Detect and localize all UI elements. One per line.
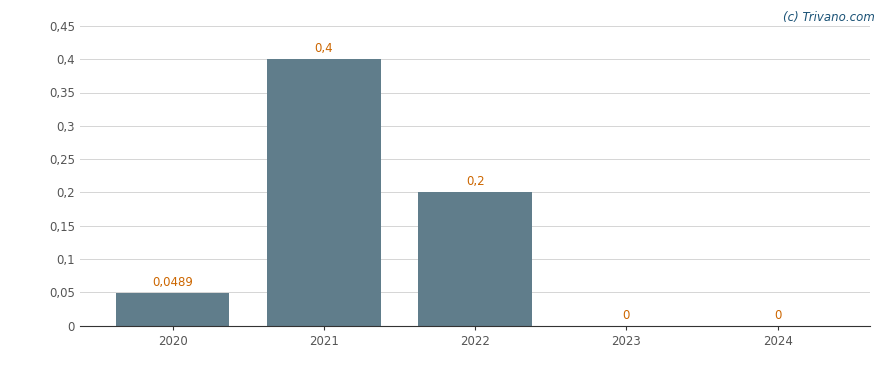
Text: 0,2: 0,2 [466, 175, 484, 188]
Text: 0,0489: 0,0489 [152, 276, 193, 289]
Bar [418, 192, 532, 326]
Text: 0: 0 [774, 309, 781, 322]
Text: 0: 0 [622, 309, 630, 322]
Text: 0,4: 0,4 [314, 42, 333, 55]
Text: (c) Trivano.com: (c) Trivano.com [783, 11, 875, 24]
Bar [267, 59, 381, 326]
Bar [115, 293, 229, 326]
